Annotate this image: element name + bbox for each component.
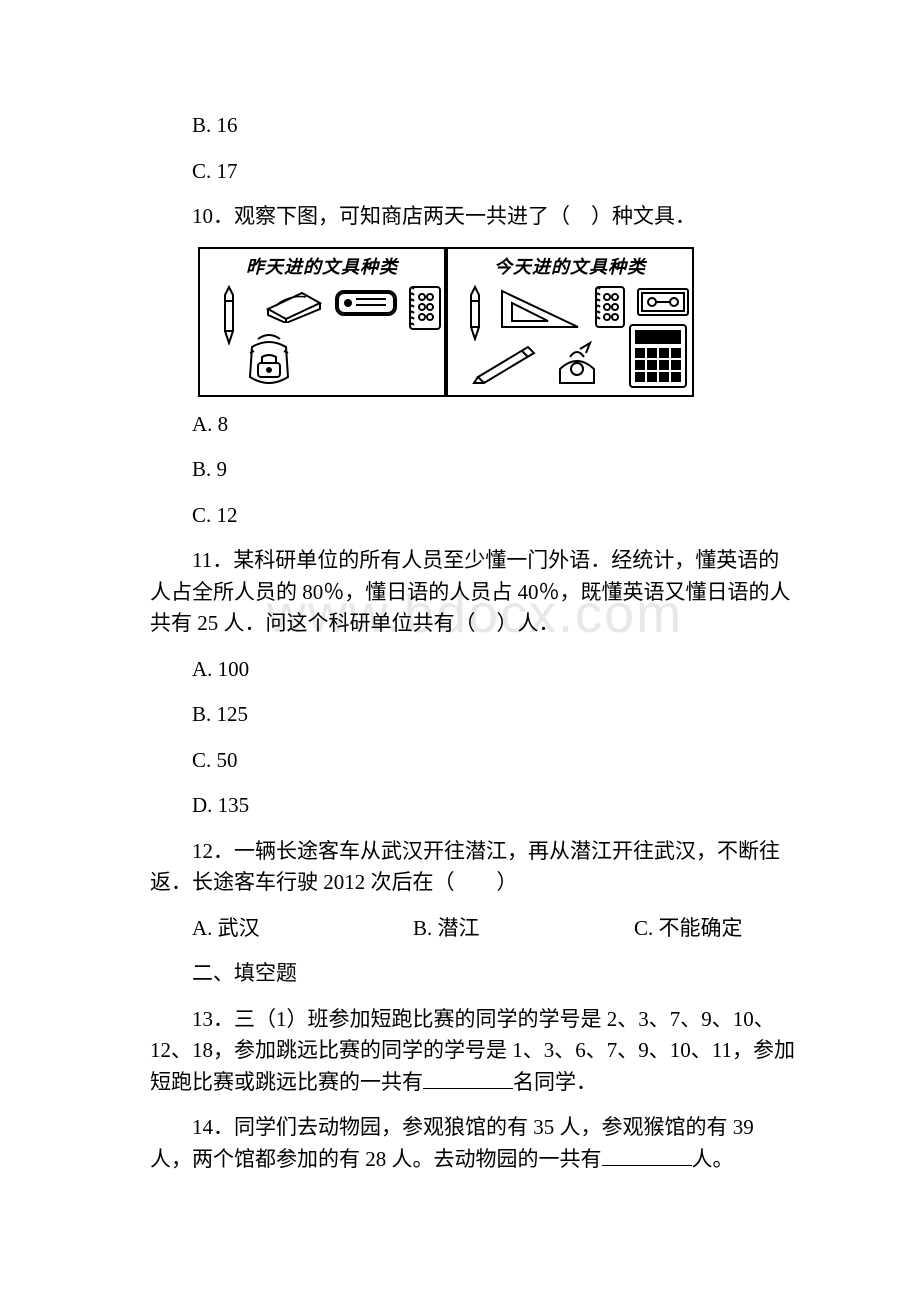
q10-option-a: A. 8 <box>150 409 800 441</box>
setsquare-icon <box>498 287 582 331</box>
q11-option-b: B. 125 <box>150 699 800 731</box>
section2-heading: 二、填空题 <box>150 958 800 990</box>
backpack-icon <box>240 333 298 391</box>
q12-stem: 12．一辆长途客车从武汉开往潜江，再从潜江开往武汉，不断往返．长途客车行驶 20… <box>150 836 800 899</box>
q10-panel-right-title: 今天进的文具种类 <box>454 253 686 279</box>
calculator-icon <box>628 323 688 389</box>
q11-stem: 11．某科研单位的所有人员至少懂一门外语．经统计，懂英语的人占全所人员的 80％… <box>150 545 800 640</box>
q11-option-d: D. 135 <box>150 790 800 822</box>
notebook-icon <box>404 283 444 333</box>
q10-panel-left: 昨天进的文具种类 <box>198 247 446 397</box>
pencilcase-icon <box>334 287 402 321</box>
q12-options: A. 武汉 B. 潜江 C. 不能确定 <box>150 913 800 945</box>
eraser-icon <box>262 289 326 323</box>
pencil-icon <box>472 339 542 385</box>
q10-figure: 昨天进的文具种类 <box>198 247 800 397</box>
q10-stem: 10．观察下图，可知商店两天一共进了（ ）种文具． <box>150 201 800 233</box>
q13-blank[interactable] <box>423 1068 513 1089</box>
q13-stem: 13．三（1）班参加短跑比赛的同学的学号是 2、3、7、9、10、12、18，参… <box>150 1004 800 1099</box>
notebook-icon <box>590 283 628 331</box>
q10-panel-right: 今天进的文具种类 <box>446 247 694 397</box>
q9-option-b: B. 16 <box>150 110 800 142</box>
q12-option-c: C. 不能确定 <box>592 913 800 945</box>
q12-option-a: A. 武汉 <box>150 913 371 945</box>
tape-icon <box>636 287 690 317</box>
q10-option-c: C. 12 <box>150 500 800 532</box>
q14-blank[interactable] <box>602 1145 692 1166</box>
q9-option-c: C. 17 <box>150 156 800 188</box>
sharpener-icon <box>550 339 604 389</box>
q14-part2: 人。 <box>692 1147 734 1171</box>
q14-stem: 14．同学们去动物园，参观狼馆的有 35 人，参观猴馆的有 39 人，两个馆都参… <box>150 1112 800 1175</box>
q11-option-a: A. 100 <box>150 654 800 686</box>
q10-panel-left-title: 昨天进的文具种类 <box>206 253 438 279</box>
pen-icon <box>460 285 490 341</box>
q10-option-b: B. 9 <box>150 454 800 486</box>
q13-part2: 名同学． <box>513 1070 597 1094</box>
q11-option-c: C. 50 <box>150 745 800 777</box>
q12-option-b: B. 潜江 <box>371 913 592 945</box>
